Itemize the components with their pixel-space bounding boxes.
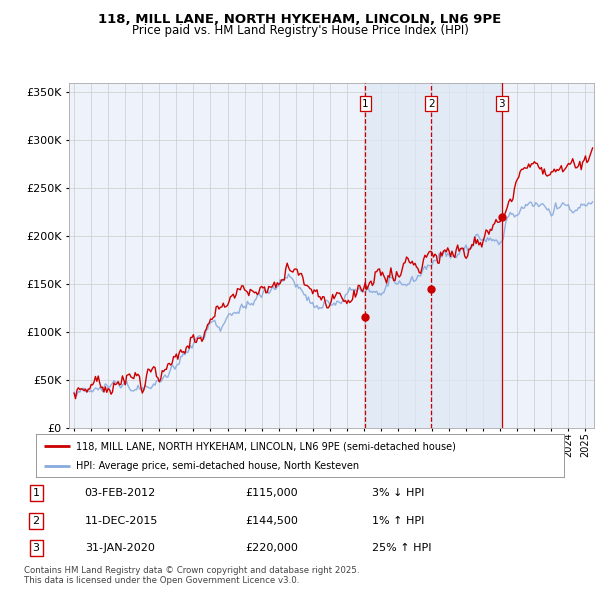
Text: 25% ↑ HPI: 25% ↑ HPI	[372, 543, 431, 553]
Text: 3: 3	[499, 99, 505, 109]
Text: 11-DEC-2015: 11-DEC-2015	[85, 516, 158, 526]
Text: HPI: Average price, semi-detached house, North Kesteven: HPI: Average price, semi-detached house,…	[76, 461, 359, 471]
Text: 03-FEB-2012: 03-FEB-2012	[85, 489, 156, 499]
Text: 118, MILL LANE, NORTH HYKEHAM, LINCOLN, LN6 9PE (semi-detached house): 118, MILL LANE, NORTH HYKEHAM, LINCOLN, …	[76, 441, 455, 451]
Text: £144,500: £144,500	[245, 516, 298, 526]
Text: 1% ↑ HPI: 1% ↑ HPI	[372, 516, 424, 526]
Text: 2: 2	[428, 99, 434, 109]
Text: 118, MILL LANE, NORTH HYKEHAM, LINCOLN, LN6 9PE: 118, MILL LANE, NORTH HYKEHAM, LINCOLN, …	[98, 13, 502, 26]
Text: 3: 3	[32, 543, 40, 553]
Text: 3% ↓ HPI: 3% ↓ HPI	[372, 489, 424, 499]
Text: 1: 1	[32, 489, 40, 499]
Text: 31-JAN-2020: 31-JAN-2020	[85, 543, 155, 553]
Text: Price paid vs. HM Land Registry's House Price Index (HPI): Price paid vs. HM Land Registry's House …	[131, 24, 469, 37]
Bar	[365, 83, 502, 428]
Text: £220,000: £220,000	[245, 543, 298, 553]
Text: 2: 2	[32, 516, 40, 526]
Text: 1: 1	[362, 99, 369, 109]
Text: £115,000: £115,000	[245, 489, 298, 499]
Text: Contains HM Land Registry data © Crown copyright and database right 2025.
This d: Contains HM Land Registry data © Crown c…	[24, 566, 359, 585]
